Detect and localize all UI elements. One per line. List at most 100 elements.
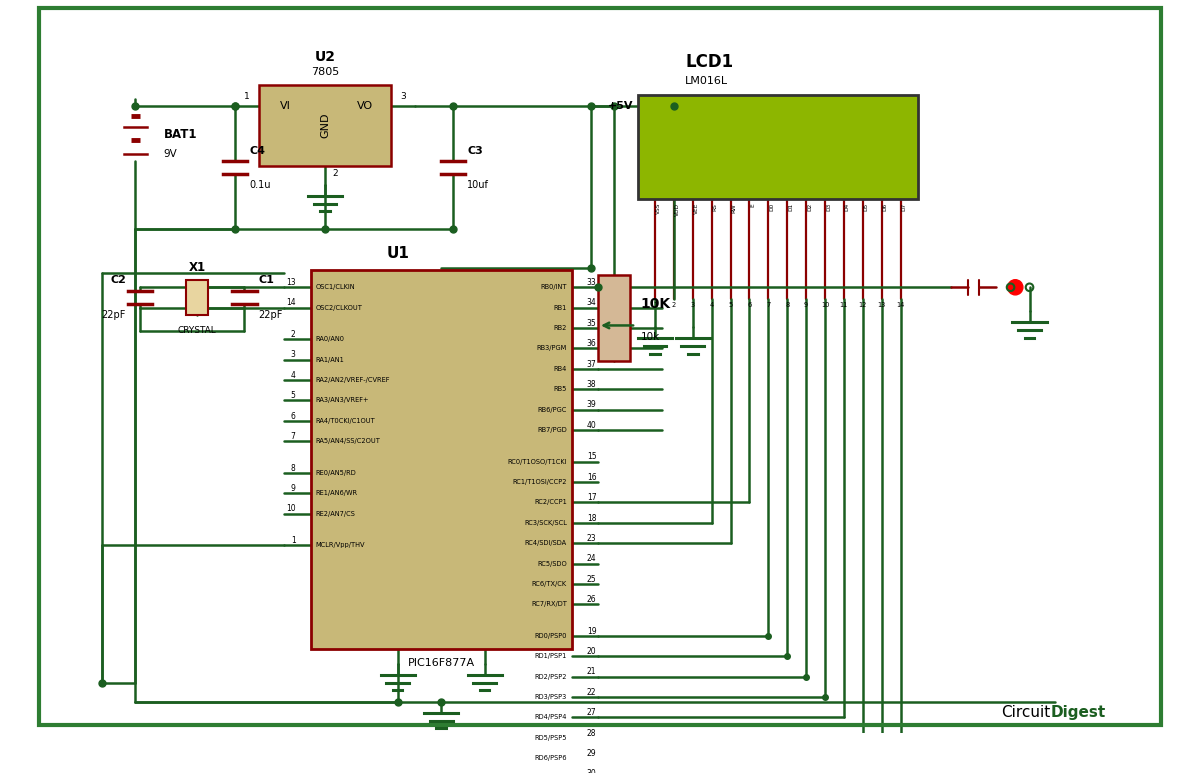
Text: RE2/AN7/CS: RE2/AN7/CS: [316, 511, 355, 516]
Text: 28: 28: [587, 729, 596, 737]
Text: VDD: VDD: [674, 203, 680, 216]
Text: RS: RS: [713, 203, 718, 211]
Text: D0: D0: [769, 203, 774, 211]
Text: 5: 5: [728, 301, 733, 308]
Text: 40: 40: [587, 421, 596, 430]
Text: PIC16F877A: PIC16F877A: [408, 658, 475, 668]
Text: 14: 14: [896, 301, 905, 308]
Text: RD5/PSP5: RD5/PSP5: [534, 735, 566, 741]
Text: RC2/CCP1: RC2/CCP1: [534, 499, 566, 506]
Text: 25: 25: [587, 574, 596, 584]
Text: 7805: 7805: [311, 67, 340, 77]
Text: CRYSTAL: CRYSTAL: [178, 326, 216, 335]
Bar: [598, 275, 630, 361]
Text: 34: 34: [587, 298, 596, 308]
Text: RB6/PGC: RB6/PGC: [538, 407, 566, 413]
Text: RD0/PSP0: RD0/PSP0: [534, 633, 566, 638]
Text: 39: 39: [587, 400, 596, 410]
Text: 10k: 10k: [641, 332, 660, 342]
Text: 0.1u: 0.1u: [250, 180, 271, 190]
Text: 2: 2: [290, 330, 295, 339]
Text: LCD1: LCD1: [685, 53, 733, 70]
Text: 13: 13: [877, 301, 886, 308]
Text: RC4/SDI/SDA: RC4/SDI/SDA: [524, 540, 566, 547]
Text: 17: 17: [587, 493, 596, 502]
Text: 6: 6: [748, 301, 751, 308]
Text: 3: 3: [290, 350, 295, 359]
Text: C3: C3: [467, 146, 484, 155]
Text: C2: C2: [110, 275, 126, 285]
Circle shape: [1008, 280, 1022, 295]
Text: RW: RW: [732, 203, 737, 213]
Text: VI: VI: [280, 101, 290, 111]
Text: BAT1: BAT1: [164, 128, 197, 141]
Text: 24: 24: [587, 554, 596, 564]
Text: RA5/AN4/SS/C2OUT: RA5/AN4/SS/C2OUT: [316, 438, 380, 444]
Text: RB1: RB1: [553, 305, 566, 311]
Text: D3: D3: [826, 203, 830, 211]
Text: VO: VO: [356, 101, 373, 111]
Text: RB4: RB4: [553, 366, 566, 372]
Text: X1: X1: [188, 261, 205, 274]
Text: OSC2/CLKOUT: OSC2/CLKOUT: [316, 305, 362, 311]
Text: 15: 15: [587, 452, 596, 461]
Text: U2: U2: [314, 50, 336, 64]
Text: 12: 12: [858, 301, 866, 308]
Text: 33: 33: [587, 278, 596, 287]
Text: 6: 6: [290, 411, 295, 421]
Text: 7: 7: [767, 301, 770, 308]
Text: 14: 14: [286, 298, 295, 308]
Text: RC7/RX/DT: RC7/RX/DT: [530, 601, 566, 608]
Text: C4: C4: [250, 146, 265, 155]
Text: GND: GND: [320, 113, 330, 138]
Text: RA3/AN3/VREF+: RA3/AN3/VREF+: [316, 397, 370, 404]
Text: RA0/AN0: RA0/AN0: [316, 336, 344, 342]
Text: 13: 13: [286, 278, 295, 287]
Text: RD4/PSP4: RD4/PSP4: [534, 714, 566, 720]
Text: RB7/PGD: RB7/PGD: [538, 427, 566, 433]
Bar: [638, 95, 918, 199]
Text: 16: 16: [587, 473, 596, 482]
Text: D5: D5: [864, 203, 869, 211]
Text: 3: 3: [691, 301, 695, 308]
Text: RB2: RB2: [553, 325, 566, 331]
Text: OSC1/CLKIN: OSC1/CLKIN: [316, 284, 355, 291]
Text: E: E: [750, 203, 755, 206]
Text: RB0/INT: RB0/INT: [540, 284, 566, 291]
Text: 35: 35: [587, 318, 596, 328]
Text: D1: D1: [788, 203, 793, 211]
Bar: [311, 271, 571, 649]
Text: 1: 1: [290, 536, 295, 545]
Text: 8: 8: [785, 301, 790, 308]
Text: RC3/SCK/SCL: RC3/SCK/SCL: [524, 519, 566, 526]
Text: MCLR/Vpp/THV: MCLR/Vpp/THV: [316, 542, 365, 548]
Text: 1: 1: [653, 301, 658, 308]
Text: 22pF: 22pF: [102, 309, 126, 319]
Text: 10uf: 10uf: [467, 180, 490, 190]
Text: RD3/PSP3: RD3/PSP3: [534, 694, 566, 700]
Text: 9: 9: [290, 484, 295, 493]
Text: +5V: +5V: [607, 101, 634, 111]
Text: U1: U1: [386, 246, 409, 261]
Text: D6: D6: [883, 203, 888, 211]
Text: 7: 7: [290, 432, 295, 441]
Text: 22: 22: [587, 688, 596, 696]
Text: VSS: VSS: [656, 203, 661, 214]
Text: RC0/T1OSO/T1CKI: RC0/T1OSO/T1CKI: [508, 458, 566, 465]
Text: RA4/T0CKI/C1OUT: RA4/T0CKI/C1OUT: [316, 418, 376, 424]
Text: 1: 1: [245, 92, 250, 101]
Text: 26: 26: [587, 595, 596, 604]
Text: LM016L: LM016L: [685, 76, 728, 86]
Text: 2: 2: [672, 301, 676, 308]
Text: 30: 30: [587, 769, 596, 773]
Text: 10: 10: [821, 301, 829, 308]
Text: RB5: RB5: [553, 386, 566, 392]
Text: 36: 36: [587, 339, 596, 348]
Text: Digest: Digest: [1050, 704, 1105, 720]
Text: RD6/PSP6: RD6/PSP6: [534, 755, 566, 761]
Text: 38: 38: [587, 380, 596, 389]
Text: 10K: 10K: [641, 297, 671, 311]
Text: 20: 20: [587, 647, 596, 656]
Text: RB3/PGM: RB3/PGM: [536, 346, 566, 352]
Bar: [186, 281, 209, 315]
